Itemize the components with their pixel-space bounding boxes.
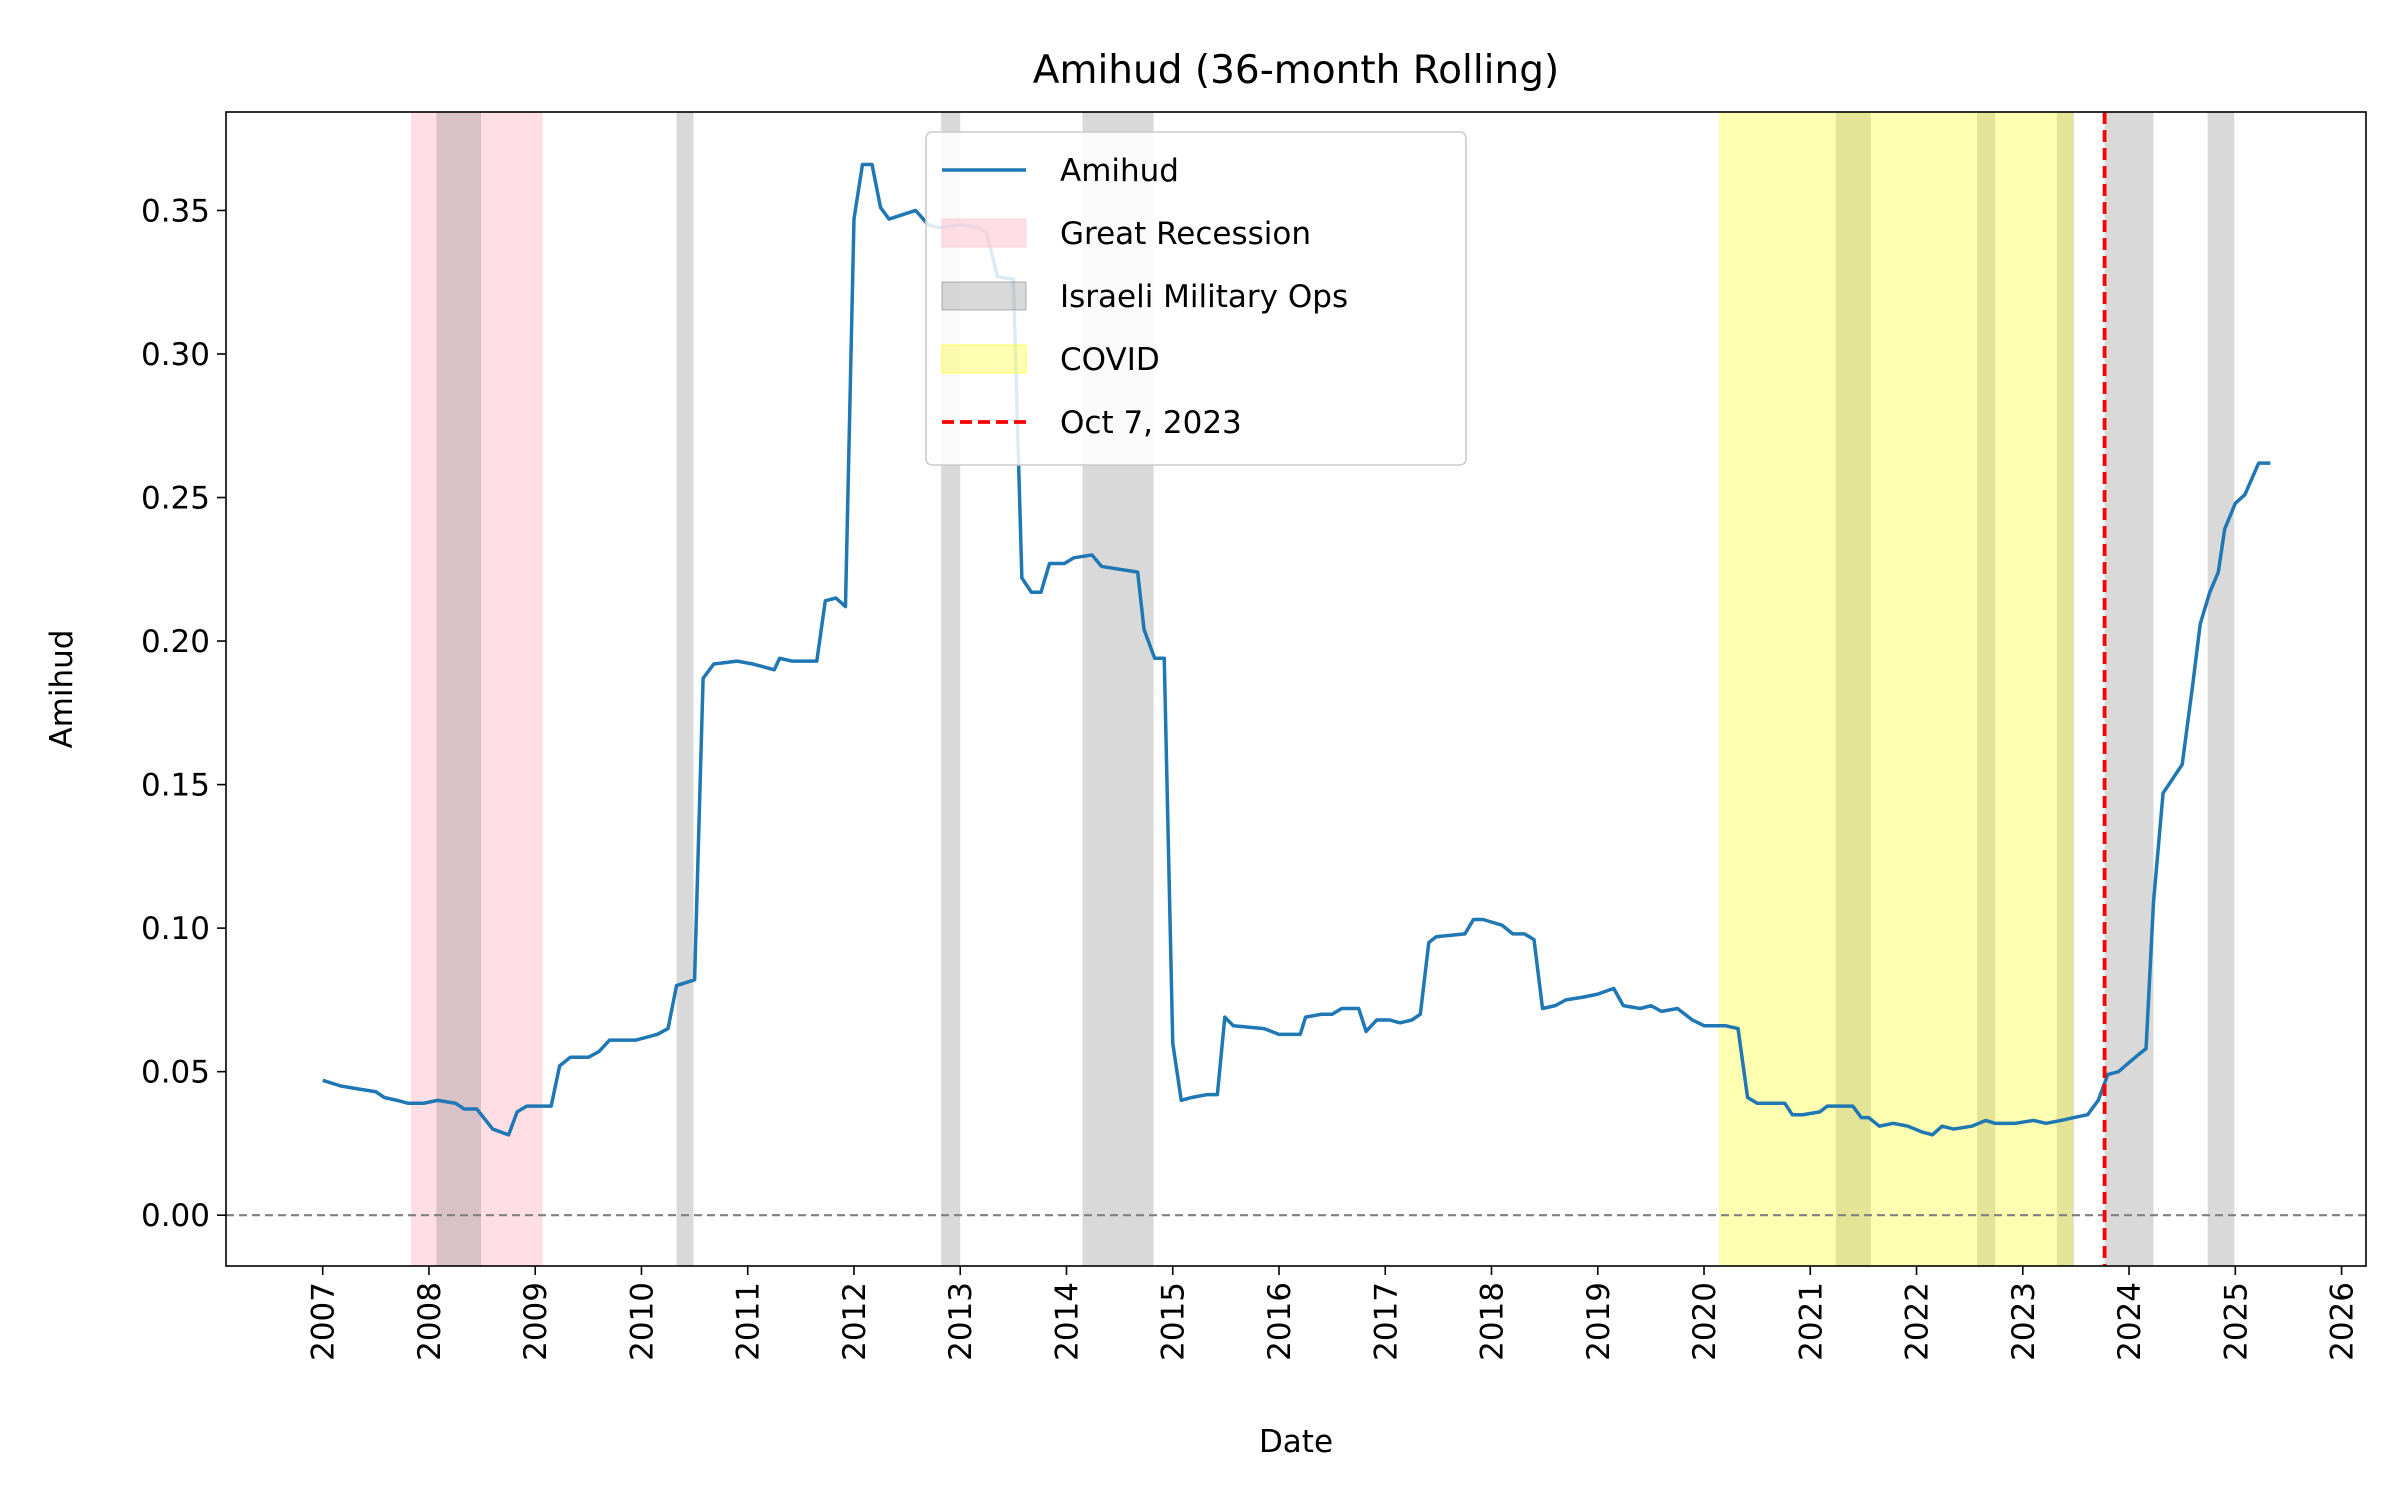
x-tick-label: 2020: [1687, 1282, 1723, 1361]
x-tick-label: 2014: [1049, 1282, 1085, 1361]
x-axis-label: Date: [1259, 1424, 1333, 1460]
y-tick-label: 0.35: [141, 193, 210, 229]
x-tick-label: 2019: [1581, 1282, 1617, 1361]
legend-box: [925, 131, 1467, 466]
x-tick-label: 2007: [306, 1282, 342, 1361]
shaded-band: [676, 112, 694, 1266]
x-tick-label: 2008: [412, 1282, 448, 1361]
y-tick-label: 0.05: [141, 1055, 210, 1091]
shaded-band: [1835, 112, 1871, 1266]
x-tick-label: 2017: [1368, 1282, 1404, 1361]
shaded-band: [2056, 112, 2074, 1266]
y-tick-label: 0.30: [141, 337, 210, 373]
x-tick-label: 2024: [2112, 1282, 2148, 1361]
shaded-band: [2207, 112, 2235, 1266]
legend-label: Oct 7, 2023: [1060, 405, 1242, 441]
x-tick-label: 2025: [2218, 1282, 2254, 1361]
legend-label: COVID: [1060, 342, 1160, 378]
shaded-band: [410, 112, 543, 1266]
legend-label: Israeli Military Ops: [1060, 279, 1348, 315]
shaded-band: [1718, 112, 2073, 1266]
y-tick-label: 0.00: [141, 1198, 210, 1234]
x-tick-label: 2026: [2325, 1282, 2361, 1361]
shaded-band: [436, 112, 482, 1266]
legend-label: Amihud: [1060, 153, 1179, 189]
legend-swatch: [941, 281, 1027, 311]
x-tick-label: 2012: [837, 1282, 873, 1361]
legend-swatch: [941, 344, 1027, 374]
x-tick-label: 2013: [943, 1282, 979, 1361]
x-tick-label: 2023: [2006, 1282, 2042, 1361]
x-tick-label: 2010: [624, 1282, 660, 1361]
y-tick-label: 0.15: [141, 768, 210, 804]
legend-label: Great Recession: [1060, 216, 1311, 252]
y-tick-label: 0.10: [141, 911, 210, 947]
x-tick-label: 2018: [1475, 1282, 1511, 1361]
x-tick-label: 2021: [1793, 1282, 1829, 1361]
plot-frame: [225, 111, 2367, 1267]
data-line: [322, 162, 2271, 1137]
chart-title: Amihud (36-month Rolling): [1033, 48, 1559, 93]
y-tick-label: 0.25: [141, 481, 210, 517]
legend: Amihud Great Recession Israeli Military Op…: [925, 131, 1467, 466]
y-tick-label: 0.20: [141, 624, 210, 660]
shaded-band: [1977, 112, 1996, 1266]
legend-swatch: [941, 218, 1027, 248]
x-tick-label: 2016: [1262, 1282, 1298, 1361]
x-tick-label: 2015: [1156, 1282, 1192, 1361]
x-tick-label: 2022: [1900, 1282, 1936, 1361]
shaded-band: [2104, 112, 2154, 1266]
x-tick-label: 2011: [731, 1282, 767, 1361]
y-axis-label: Amihud: [44, 630, 80, 749]
x-tick-label: 2009: [518, 1282, 554, 1361]
